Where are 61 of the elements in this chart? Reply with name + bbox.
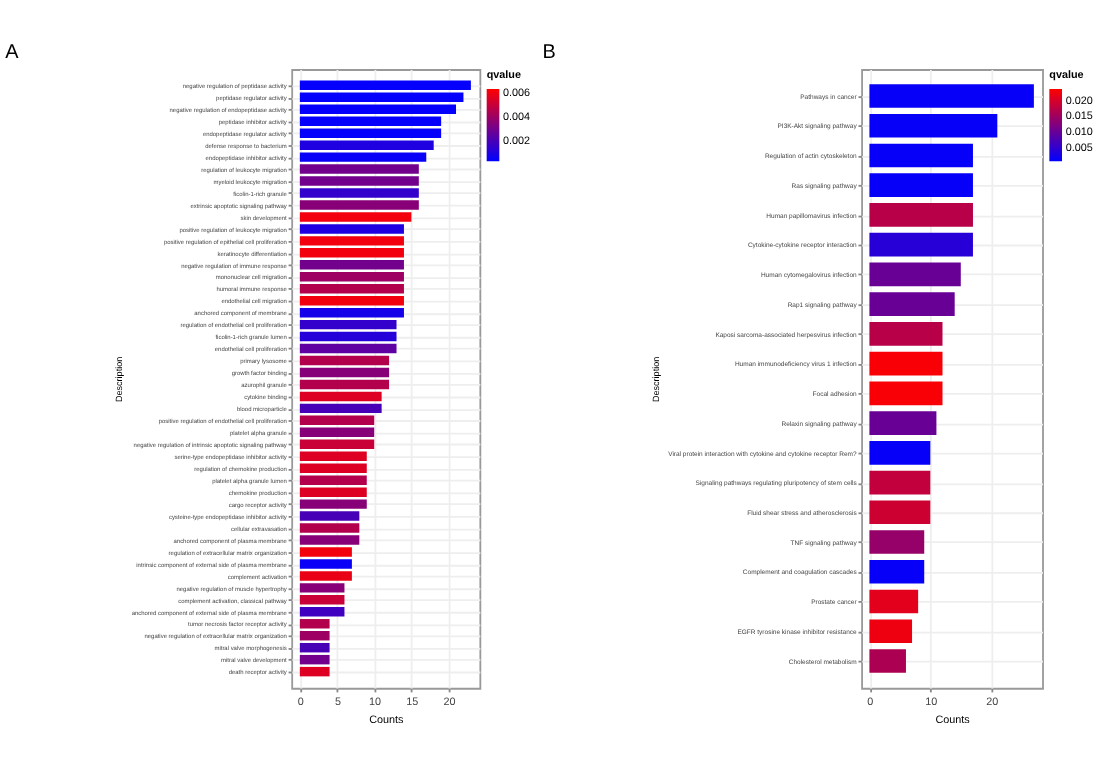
bar xyxy=(869,203,973,227)
bar xyxy=(299,415,375,426)
bar xyxy=(299,403,382,414)
bar xyxy=(299,343,397,354)
bar xyxy=(869,351,943,376)
bar xyxy=(299,642,330,653)
bar xyxy=(299,224,404,234)
bar xyxy=(299,140,434,150)
bar xyxy=(299,355,390,366)
text: A xyxy=(5,42,20,65)
bar xyxy=(869,84,1034,108)
bar xyxy=(869,292,955,316)
bar xyxy=(869,322,943,346)
bar xyxy=(299,619,330,629)
bar xyxy=(869,500,931,525)
bar xyxy=(299,511,360,521)
bar xyxy=(869,440,931,465)
bar xyxy=(299,439,375,450)
bar xyxy=(869,559,925,584)
bar xyxy=(299,475,367,485)
bar xyxy=(299,200,419,210)
bar xyxy=(299,391,382,402)
bar xyxy=(299,523,360,533)
bar xyxy=(869,173,973,198)
bar xyxy=(299,212,412,222)
bar xyxy=(299,559,352,569)
bar xyxy=(299,583,345,593)
bar xyxy=(299,331,397,342)
text: B xyxy=(542,42,557,65)
bar xyxy=(299,367,390,378)
bar xyxy=(299,547,352,557)
bar xyxy=(299,152,427,162)
bar xyxy=(869,589,919,614)
bar xyxy=(299,295,404,306)
bar xyxy=(299,607,345,617)
bar xyxy=(869,619,913,644)
bar xyxy=(299,284,404,294)
bar xyxy=(299,260,404,270)
bar xyxy=(299,487,367,497)
bar xyxy=(299,595,345,605)
bar xyxy=(869,143,973,168)
bar xyxy=(299,666,330,677)
bar xyxy=(299,654,330,665)
bar xyxy=(299,188,419,198)
bar xyxy=(299,427,375,438)
bar xyxy=(869,530,925,554)
bar xyxy=(299,272,404,282)
bar xyxy=(299,307,404,318)
bar xyxy=(299,319,397,330)
bar xyxy=(869,411,937,435)
bar xyxy=(299,535,360,545)
bar xyxy=(869,113,998,138)
bar xyxy=(869,381,943,406)
bar xyxy=(299,379,390,390)
bar xyxy=(869,232,973,257)
bar xyxy=(869,649,906,673)
bar xyxy=(299,571,352,581)
bar xyxy=(869,470,931,495)
bar xyxy=(299,499,367,509)
bar xyxy=(869,262,961,287)
bar xyxy=(299,631,330,641)
